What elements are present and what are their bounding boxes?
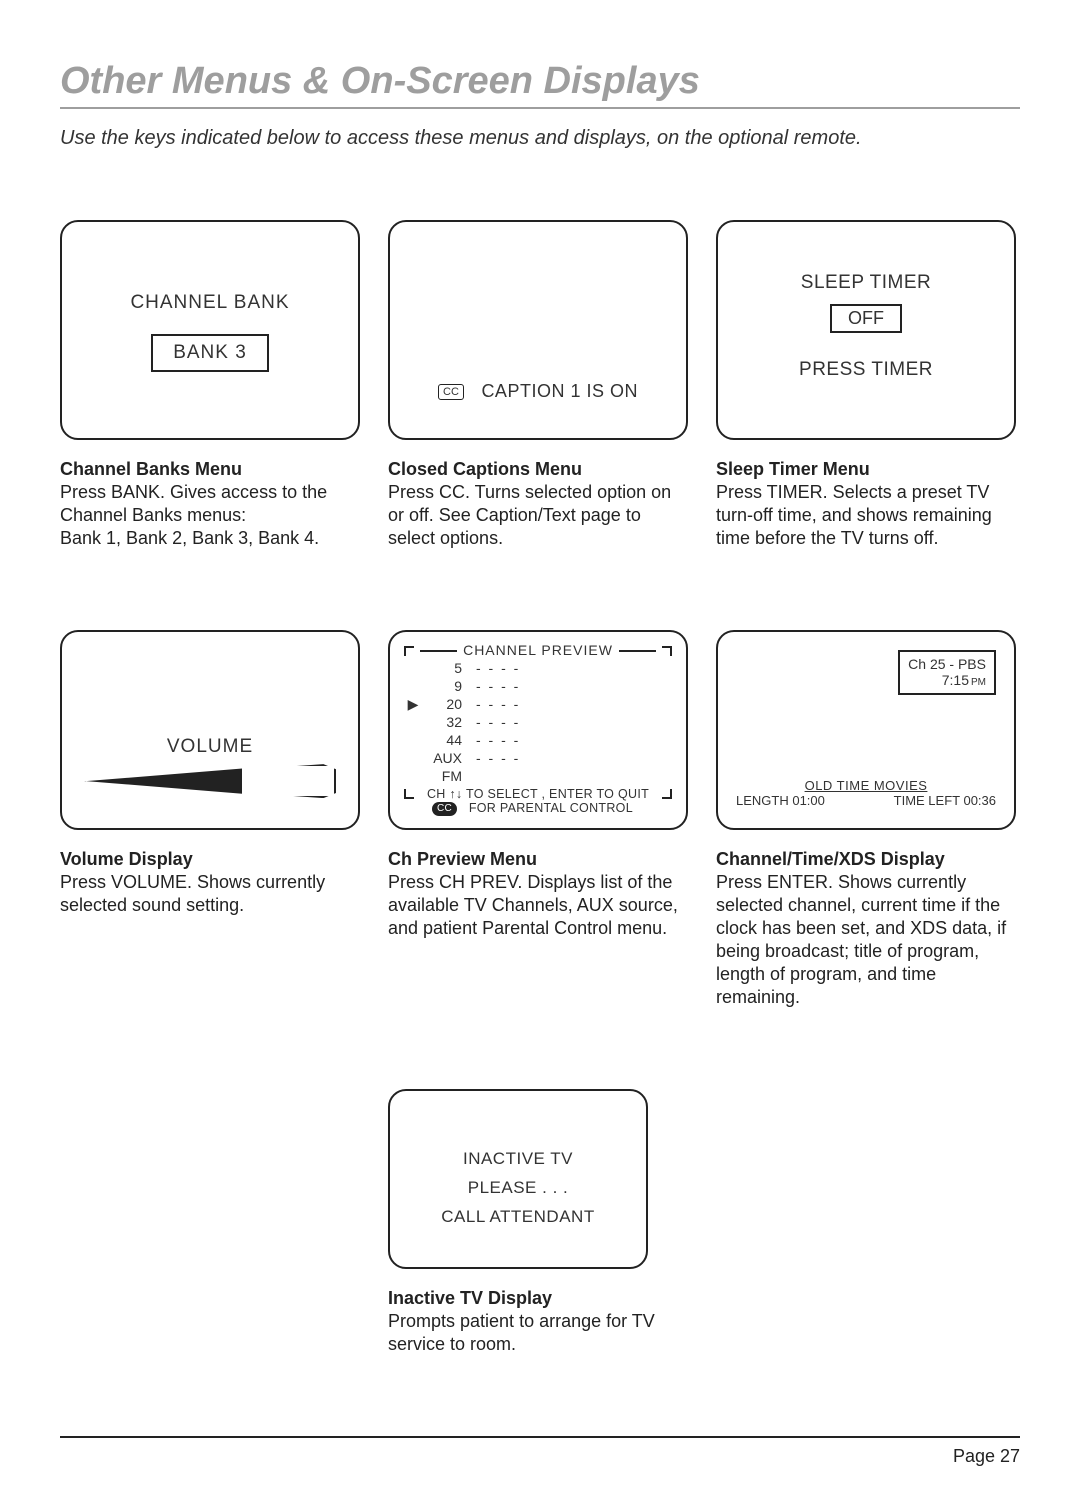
screen-xds: Ch 25 - PBS 7:15PM OLD TIME MOVIES LENGT… (716, 630, 1016, 830)
page-title: Other Menus & On-Screen Displays (60, 60, 1020, 103)
footer-rule (60, 1436, 1020, 1438)
page-subhead: Use the keys indicated below to access t… (60, 127, 1020, 150)
ch-number: 32 (422, 714, 462, 732)
screen-inactive: INACTIVE TV PLEASE . . . CALL ATTENDANT (388, 1089, 648, 1269)
cell-sleep-timer: SLEEP TIMER OFF PRESS TIMER Sleep Timer … (716, 220, 1016, 550)
desc-volume: Volume Display Press VOLUME. Shows curre… (60, 848, 360, 917)
desc-body: Press ENTER. Shows currently selected ch… (716, 872, 1006, 1007)
ch-dashes: - - - - (476, 660, 520, 678)
screen-volume: VOLUME (60, 630, 360, 830)
ch-preview-row: AUX - - - - (404, 750, 672, 768)
inactive-line2: PLEASE . . . (390, 1174, 646, 1203)
desc-title: Closed Captions Menu (388, 459, 582, 479)
ch-number: 5 (422, 660, 462, 678)
ch-dashes: - - - - (476, 750, 520, 768)
ch-preview-footer2: FOR PARENTAL CONTROL (469, 801, 633, 815)
ch-number: AUX (422, 750, 462, 768)
xds-info-box: Ch 25 - PBS 7:15PM (898, 650, 996, 695)
desc-ch-preview: Ch Preview Menu Press CH PREV. Displays … (388, 848, 688, 940)
cc-icon: CC (432, 802, 457, 816)
ch-preview-row: 44 - - - - (404, 732, 672, 750)
channel-bank-value: BANK 3 (151, 334, 269, 372)
inactive-line3: CALL ATTENDANT (390, 1203, 646, 1232)
cell-volume: VOLUME Volume Display Press VOLUME. Show… (60, 630, 360, 1009)
cursor-icon (404, 768, 422, 786)
desc-body: Press BANK. Gives access to the Channel … (60, 482, 327, 548)
ch-dashes: - - - - (476, 714, 520, 732)
desc-title: Channel Banks Menu (60, 459, 242, 479)
xds-length: LENGTH 01:00 (736, 793, 825, 808)
desc-sleep-timer: Sleep Timer Menu Press TIMER. Selects a … (716, 458, 1016, 550)
cursor-icon (404, 750, 422, 768)
desc-closed-caption: Closed Captions Menu Press CC. Turns sel… (388, 458, 688, 550)
cell-channel-bank: CHANNEL BANK BANK 3 Channel Banks Menu P… (60, 220, 360, 550)
desc-body: Press CC. Turns selected option on or of… (388, 482, 671, 548)
desc-body: Press TIMER. Selects a preset TV turn-of… (716, 482, 992, 548)
ch-preview-footer1: CH ↑↓ TO SELECT , ENTER TO QUIT (420, 787, 656, 801)
ch-dashes: - - - - (476, 678, 520, 696)
volume-outline (84, 764, 336, 798)
desc-body: Press CH PREV. Displays list of the avai… (388, 872, 678, 938)
ch-preview-row: ▶20 - - - - (404, 696, 672, 714)
desc-title: Sleep Timer Menu (716, 459, 870, 479)
ch-number: 20 (422, 696, 462, 714)
page-number: Page 27 (60, 1446, 1020, 1467)
cc-status-text: CAPTION 1 IS ON (481, 381, 638, 401)
cursor-icon: ▶ (404, 696, 422, 714)
title-rule (60, 107, 1020, 109)
corner-icon (662, 789, 672, 799)
desc-channel-bank: Channel Banks Menu Press BANK. Gives acc… (60, 458, 360, 550)
corner-icon (404, 646, 414, 656)
xds-time: 7:15 (942, 672, 969, 688)
sleep-timer-value: OFF (830, 304, 902, 333)
desc-title: Channel/Time/XDS Display (716, 849, 945, 869)
corner-icon (404, 789, 414, 799)
ch-preview-row: 32 - - - - (404, 714, 672, 732)
sleep-timer-hint: PRESS TIMER (718, 359, 1014, 381)
volume-label: VOLUME (84, 736, 336, 758)
screen-ch-preview: CHANNEL PREVIEW 5 - - - - 9 - - - - ▶20 - - -… (388, 630, 688, 830)
cc-icon: CC (438, 384, 464, 400)
ch-number: 9 (422, 678, 462, 696)
desc-title: Volume Display (60, 849, 193, 869)
desc-xds: Channel/Time/XDS Display Press ENTER. Sh… (716, 848, 1016, 1009)
corner-icon (662, 646, 672, 656)
desc-title: Inactive TV Display (388, 1288, 552, 1308)
cell-xds: Ch 25 - PBS 7:15PM OLD TIME MOVIES LENGT… (716, 630, 1016, 1009)
cursor-icon (404, 678, 422, 696)
desc-body: Prompts patient to arrange for TV servic… (388, 1311, 655, 1354)
desc-title: Ch Preview Menu (388, 849, 537, 869)
ch-preview-row: 9 - - - - (404, 678, 672, 696)
desc-inactive: Inactive TV Display Prompts patient to a… (388, 1287, 688, 1356)
screen-sleep-timer: SLEEP TIMER OFF PRESS TIMER (716, 220, 1016, 440)
xds-program-title: OLD TIME MOVIES (736, 778, 996, 793)
volume-bar (84, 764, 336, 798)
ch-dashes: - - - - (476, 732, 520, 750)
xds-time-left: TIME LEFT 00:36 (894, 793, 996, 808)
ch-preview-title: CHANNEL PREVIEW (463, 642, 613, 658)
ch-preview-title-row: CHANNEL PREVIEW (404, 642, 672, 660)
xds-channel: Ch 25 - PBS (908, 656, 986, 672)
screen-closed-caption: CC CAPTION 1 IS ON (388, 220, 688, 440)
channel-bank-label: CHANNEL BANK (62, 292, 358, 314)
desc-body: Press VOLUME. Shows currently selected s… (60, 872, 325, 915)
cell-ch-preview: CHANNEL PREVIEW 5 - - - - 9 - - - - ▶20 - - -… (388, 630, 688, 1009)
ch-number: 44 (422, 732, 462, 750)
screen-channel-bank: CHANNEL BANK BANK 3 (60, 220, 360, 440)
ch-dashes: - - - - (476, 696, 520, 714)
ch-number: FM (422, 768, 462, 786)
cursor-icon (404, 714, 422, 732)
ch-preview-row: FM (404, 768, 672, 786)
cursor-icon (404, 732, 422, 750)
menu-grid: CHANNEL BANK BANK 3 Channel Banks Menu P… (60, 220, 1020, 1356)
sleep-timer-title: SLEEP TIMER (718, 272, 1014, 294)
xds-ampm: PM (971, 677, 986, 688)
cell-closed-caption: CC CAPTION 1 IS ON Closed Captions Menu … (388, 220, 688, 550)
cursor-icon (404, 660, 422, 678)
inactive-line1: INACTIVE TV (390, 1145, 646, 1174)
cell-inactive: INACTIVE TV PLEASE . . . CALL ATTENDANT … (388, 1089, 688, 1356)
ch-preview-list: 5 - - - - 9 - - - - ▶20 - - - - 32 - - - - 44 - -… (404, 660, 672, 785)
ch-preview-row: 5 - - - - (404, 660, 672, 678)
